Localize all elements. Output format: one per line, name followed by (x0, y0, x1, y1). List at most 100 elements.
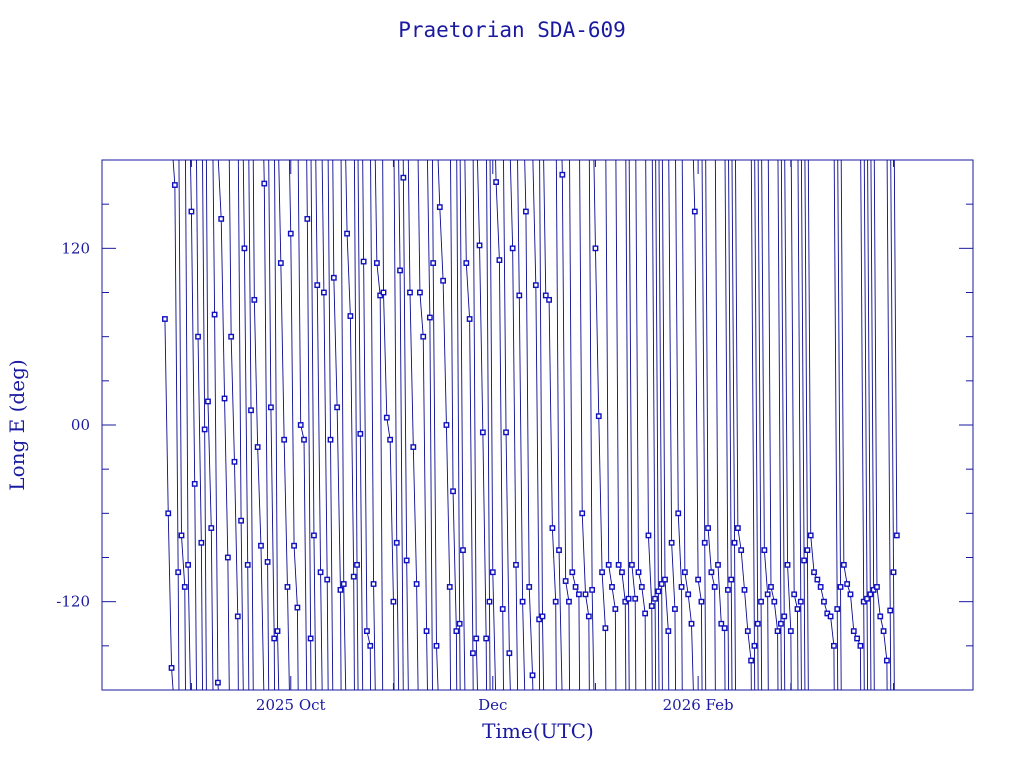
data-point (817, 584, 824, 590)
data-point (304, 215, 311, 222)
data-point (201, 426, 208, 433)
data-point (801, 557, 808, 564)
data-point (476, 242, 483, 249)
data-point (771, 598, 778, 605)
data-point (672, 606, 678, 612)
data-point (814, 576, 821, 583)
data-point (764, 591, 771, 598)
data-point (188, 208, 195, 215)
data-point (277, 260, 284, 266)
data-point (569, 569, 576, 576)
data-point (523, 208, 529, 215)
data-point (787, 628, 794, 635)
data-point (681, 569, 688, 576)
data-point (854, 635, 860, 642)
chart-title: Praetorian SDA-609 (398, 18, 626, 42)
data-point (215, 679, 221, 686)
trace-layer (164, 159, 898, 691)
data-point (483, 635, 490, 642)
data-point (400, 174, 407, 181)
data-point (642, 610, 649, 617)
data-point (360, 258, 367, 265)
data-point (499, 606, 506, 612)
data-point (221, 395, 228, 402)
data-point (794, 606, 801, 612)
data-point (685, 591, 692, 598)
data-point (258, 542, 264, 549)
data-point (635, 569, 642, 576)
data-point (668, 539, 675, 546)
data-point (883, 657, 890, 664)
data-point (340, 581, 347, 587)
data-point (731, 539, 738, 546)
data-point (426, 314, 433, 321)
data-point (870, 586, 877, 593)
data-point (397, 267, 403, 274)
data-point (622, 598, 629, 605)
data-point (218, 215, 225, 222)
data-point (453, 628, 460, 635)
data-point (655, 588, 662, 595)
data-point (274, 628, 281, 635)
data-point (725, 586, 731, 593)
data-point (284, 584, 291, 590)
data-point (503, 429, 509, 436)
data-point (407, 289, 413, 296)
y-tick-label: 120 (61, 239, 90, 257)
data-point (698, 598, 705, 605)
data-point (741, 586, 748, 593)
data-point (456, 620, 463, 627)
data-point (413, 581, 420, 587)
data-point (324, 576, 331, 583)
data-point (387, 436, 394, 443)
data-point (410, 444, 417, 450)
data-point (354, 561, 360, 568)
data-point (840, 561, 847, 568)
data-point (844, 581, 851, 587)
data-point (572, 584, 579, 590)
data-point (804, 547, 811, 554)
data-point (761, 547, 768, 554)
data-point (652, 595, 658, 602)
data-point (165, 510, 172, 517)
data-point (559, 171, 566, 178)
data-point (715, 561, 721, 568)
data-point (291, 542, 297, 549)
data-point (847, 591, 854, 598)
data-point (244, 561, 251, 568)
data-point (701, 539, 708, 546)
data-point (678, 584, 685, 590)
data-point (748, 657, 755, 664)
data-point (317, 569, 324, 576)
data-point (864, 595, 870, 602)
data-point (460, 547, 466, 554)
data-point (433, 642, 440, 649)
data-point (373, 260, 380, 266)
data-point (171, 182, 178, 188)
data-point (718, 620, 725, 627)
data-point (241, 245, 248, 252)
data-point (867, 591, 874, 598)
plot-area: -120 00 120 2025 Oct Dec 2026 Feb (56, 159, 974, 714)
data-point (440, 277, 447, 284)
data-point (301, 436, 307, 443)
data-point (532, 282, 539, 289)
data-point (599, 569, 605, 576)
data-point (754, 620, 761, 627)
data-point (473, 635, 480, 642)
data-point (619, 569, 625, 576)
data-point (648, 603, 655, 609)
data-point (632, 595, 639, 602)
data-point (615, 561, 622, 568)
data-point (205, 398, 211, 405)
data-point (383, 414, 390, 421)
data-point (264, 559, 271, 565)
data-point (357, 430, 364, 437)
data-point (519, 598, 526, 605)
data-point (582, 591, 589, 598)
data-point (542, 292, 549, 299)
data-point (175, 569, 182, 576)
data-point (380, 289, 387, 296)
data-point (691, 208, 698, 215)
